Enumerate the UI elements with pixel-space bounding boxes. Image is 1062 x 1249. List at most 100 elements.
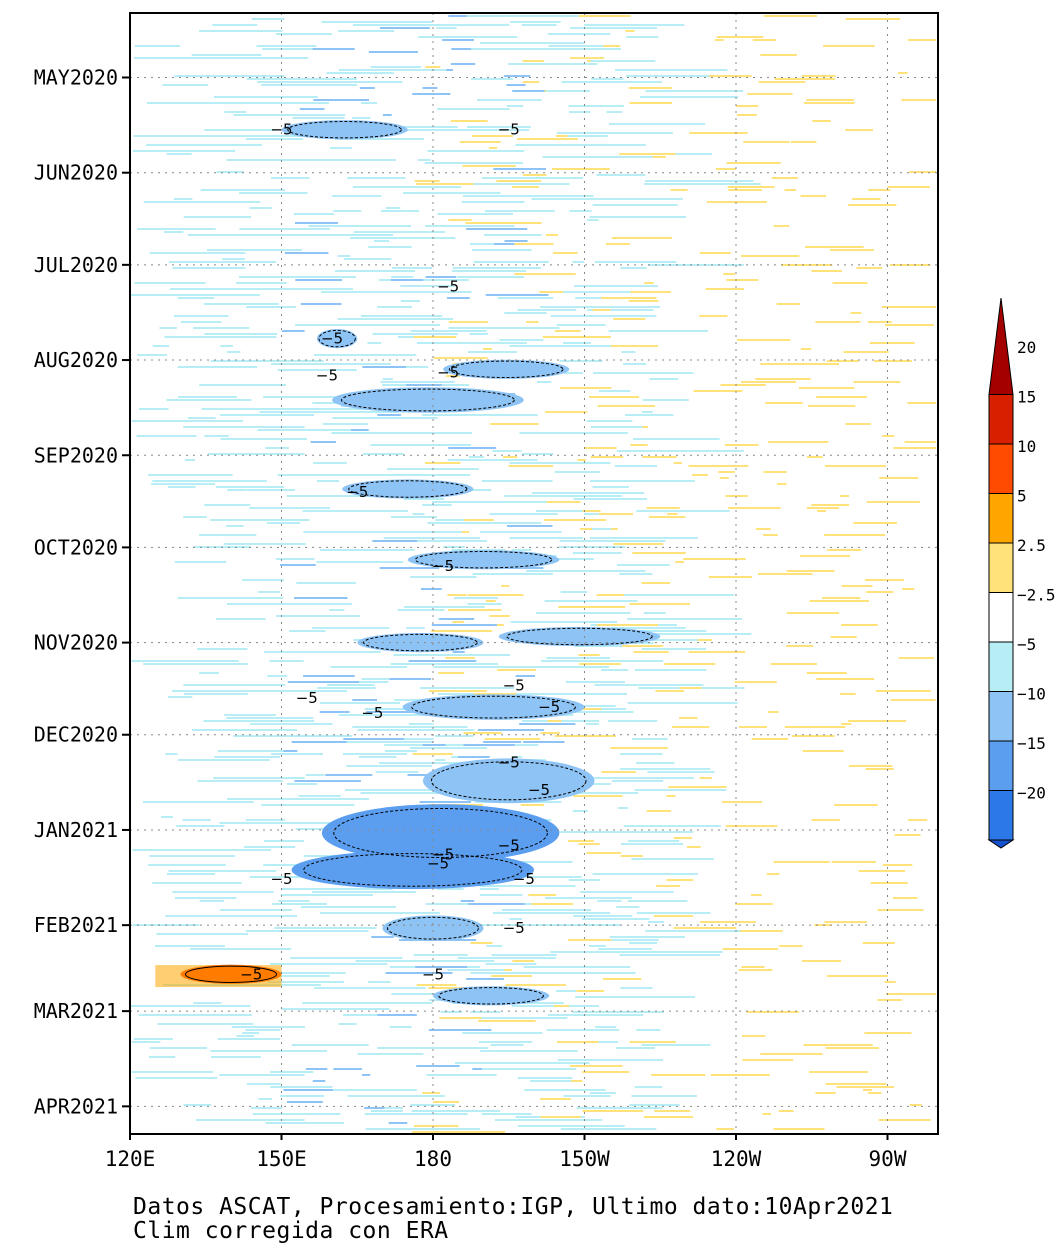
shade-streak-463 xyxy=(845,423,871,425)
shade-streak-553 xyxy=(431,501,498,503)
shade-streak-909 xyxy=(573,795,623,797)
shade-streak-80 xyxy=(257,81,306,83)
shade-streak-1015 xyxy=(751,894,762,896)
shade-streak-780 xyxy=(655,690,684,692)
shade-streak-145 xyxy=(545,144,646,146)
shade-streak-289 xyxy=(379,279,469,281)
shade-streak-103 xyxy=(361,102,378,104)
shade-streak-728 xyxy=(688,651,746,653)
shade-streak-701 xyxy=(312,627,390,629)
colorbar-seg-0 xyxy=(988,297,1014,395)
shade-streak-43 xyxy=(191,54,262,56)
shade-streak-1180 xyxy=(479,1041,533,1043)
contour-label-7-0: −5 xyxy=(503,677,525,695)
shade-streak-1034 xyxy=(501,909,591,911)
contour-label-3-0: −5 xyxy=(316,366,338,384)
shade-streak-253 xyxy=(368,246,412,248)
shade-streak-517 xyxy=(718,471,735,473)
shade-streak-254 xyxy=(805,246,864,248)
shade-streak-347 xyxy=(884,324,934,326)
shade-streak-49 xyxy=(194,57,289,59)
shade-streak-1193 xyxy=(377,1047,489,1049)
shade-streak-427 xyxy=(598,390,631,392)
shade-streak-1051 xyxy=(503,924,621,926)
shade-streak-863 xyxy=(412,753,453,755)
shade-streak-484 xyxy=(630,444,648,446)
shade-streak-93 xyxy=(768,93,793,95)
shade-streak-323 xyxy=(377,306,412,308)
shade-streak-92 xyxy=(412,93,451,95)
shade-streak-694 xyxy=(452,621,465,623)
shade-streak-1165 xyxy=(595,1026,617,1028)
shade-streak-98 xyxy=(901,99,936,101)
shade-streak-769 xyxy=(302,681,359,683)
shade-streak-3 xyxy=(578,15,631,17)
shade-streak-239 xyxy=(484,234,522,236)
shade-streak-597 xyxy=(589,537,698,539)
contour-7 xyxy=(363,633,478,652)
shade-streak-743 xyxy=(664,663,716,665)
shade-streak-1243 xyxy=(258,1098,272,1100)
shade-streak-658 xyxy=(258,591,281,593)
shade-streak-874 xyxy=(400,762,452,764)
y-tick-label-6: NOV2020 xyxy=(34,631,118,655)
shade-streak-247 xyxy=(374,240,390,242)
shade-streak-861 xyxy=(165,753,178,755)
shade-streak-698 xyxy=(431,624,497,626)
shade-streak-847 xyxy=(291,741,347,743)
shade-streak-120 xyxy=(450,120,488,122)
shade-streak-1221 xyxy=(517,1077,573,1079)
shade-streak-1091 xyxy=(290,957,403,959)
shade-streak-299 xyxy=(705,288,745,290)
shade-streak-336 xyxy=(337,318,454,320)
shade-streak-231 xyxy=(308,225,412,227)
x-tick-label-2: 180 xyxy=(414,1147,452,1171)
shade-streak-781 xyxy=(251,690,347,692)
shade-streak-294 xyxy=(644,282,654,284)
shade-patch-8 xyxy=(402,694,585,720)
shade-streak-479 xyxy=(220,438,307,440)
shade-streak-1137 xyxy=(877,999,902,1001)
shade-streak-747 xyxy=(433,666,521,668)
shade-streak-345 xyxy=(556,324,606,326)
shade-streak-1181 xyxy=(585,1041,619,1043)
shade-streak-1256 xyxy=(654,1110,691,1112)
shade-streak-591 xyxy=(480,531,562,533)
shade-streak-846 xyxy=(483,741,522,743)
shade-streak-1038 xyxy=(636,912,711,914)
shade-streak-130 xyxy=(557,132,673,134)
shade-streak-1042 xyxy=(654,915,693,917)
shade-streak-292 xyxy=(726,279,759,281)
shade-streak-377 xyxy=(509,345,611,347)
shade-streak-459 xyxy=(187,417,216,419)
shade-streak-567 xyxy=(636,510,730,512)
shade-streak-305 xyxy=(630,291,672,293)
shade-streak-342 xyxy=(180,321,222,323)
shade-streak-1248 xyxy=(909,1104,922,1106)
shade-streak-56 xyxy=(508,63,577,65)
shade-streak-106 xyxy=(506,105,524,107)
shade-streak-725 xyxy=(197,648,248,650)
shade-streak-678 xyxy=(573,606,595,608)
shade-streak-374 xyxy=(152,345,170,347)
shade-streak-654 xyxy=(902,588,915,590)
shade-streak-648 xyxy=(242,579,284,581)
shade-streak-1049 xyxy=(700,921,756,923)
shade-streak-1242 xyxy=(566,1095,611,1097)
shade-streak-393 xyxy=(827,360,859,362)
shade-streak-326 xyxy=(881,306,936,308)
shade-streak-275 xyxy=(172,267,246,269)
shade-streak-1151 xyxy=(746,1011,799,1013)
shade-streak-1078 xyxy=(486,945,503,947)
shade-streak-509 xyxy=(509,462,611,464)
shade-streak-385 xyxy=(137,354,167,356)
shade-streak-196 xyxy=(800,195,827,197)
shade-streak-268 xyxy=(169,261,277,263)
shade-streak-171 xyxy=(347,177,406,179)
shade-streak-185 xyxy=(352,186,462,188)
shade-streak-1110 xyxy=(470,972,583,974)
shade-streak-31 xyxy=(256,45,317,47)
shade-streak-504 xyxy=(184,459,196,461)
shade-streak-114 xyxy=(382,114,392,116)
shade-streak-584 xyxy=(507,525,553,527)
